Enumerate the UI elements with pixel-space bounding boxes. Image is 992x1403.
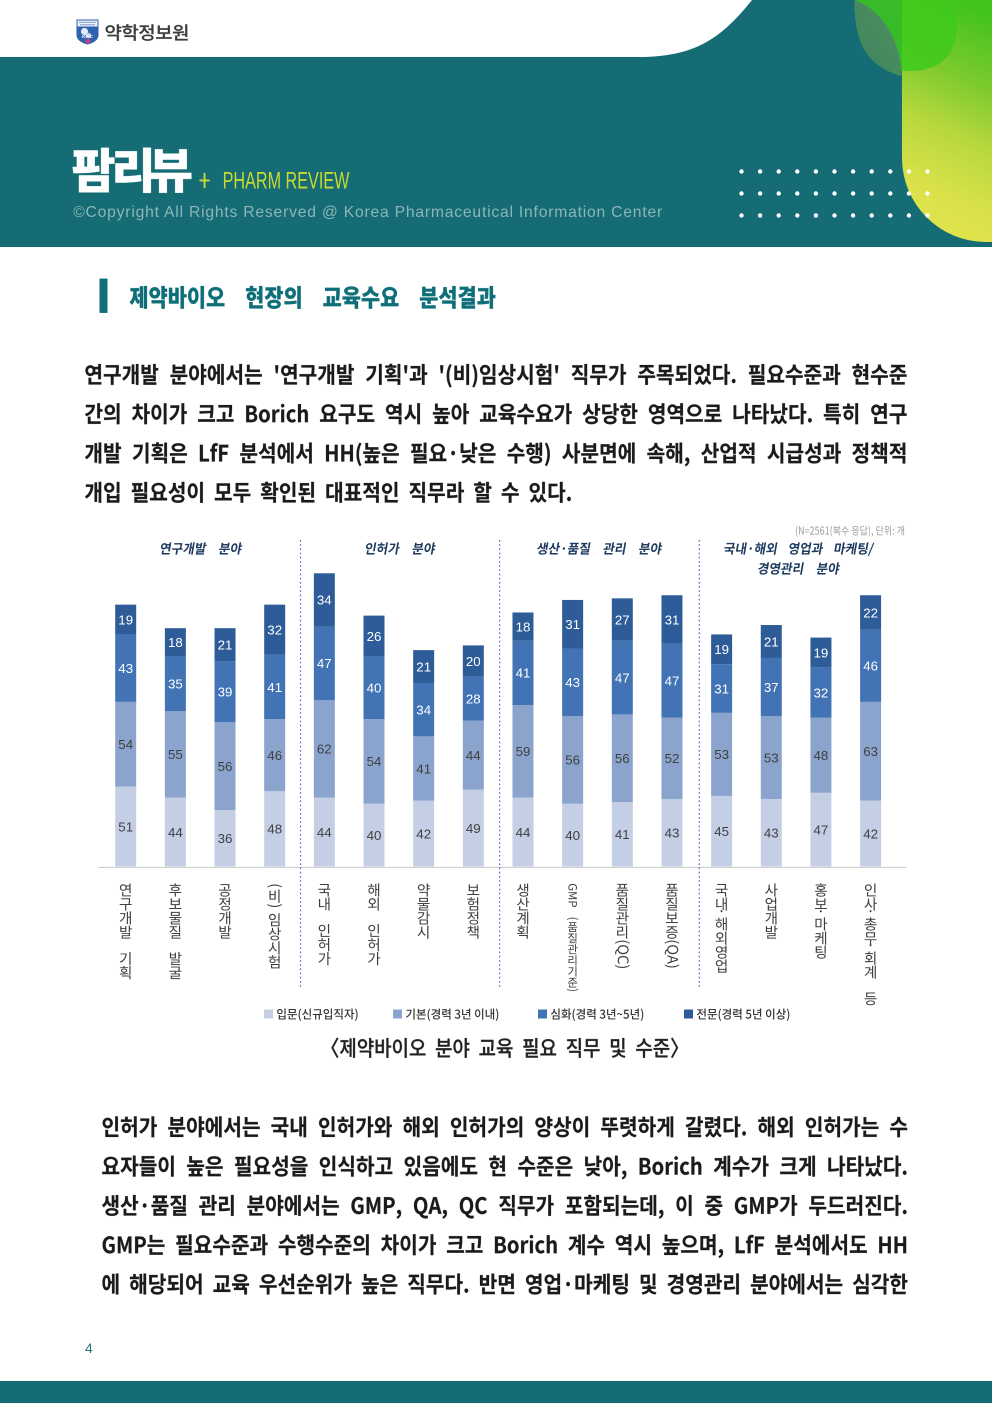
svg-text:41: 41 xyxy=(267,680,282,695)
svg-text:43: 43 xyxy=(665,826,680,841)
svg-text:27: 27 xyxy=(615,612,630,627)
svg-text:19: 19 xyxy=(814,645,829,660)
svg-text:PHARM REVIEW: PHARM REVIEW xyxy=(223,167,350,194)
svg-text:47: 47 xyxy=(615,670,630,685)
svg-text:19: 19 xyxy=(118,612,133,627)
svg-text:21: 21 xyxy=(764,634,779,649)
svg-text:42: 42 xyxy=(863,826,878,841)
svg-text:18: 18 xyxy=(168,635,183,650)
svg-text:18: 18 xyxy=(516,619,531,634)
svg-text:4: 4 xyxy=(85,1340,93,1356)
svg-text:37: 37 xyxy=(764,680,779,695)
svg-text:22: 22 xyxy=(863,605,878,620)
svg-text:34: 34 xyxy=(416,703,431,718)
svg-text:46: 46 xyxy=(863,659,878,674)
svg-text:45: 45 xyxy=(714,824,729,839)
svg-text:59: 59 xyxy=(516,744,531,759)
svg-text:©Copyright All Rights Reserved: ©Copyright All Rights Reserved @ Korea P… xyxy=(73,204,662,221)
svg-text:44: 44 xyxy=(466,748,481,763)
svg-text:40: 40 xyxy=(367,828,382,843)
svg-text:63: 63 xyxy=(863,744,878,759)
svg-text:47: 47 xyxy=(814,823,829,838)
svg-text:41: 41 xyxy=(516,666,531,681)
svg-text:47: 47 xyxy=(665,674,680,689)
svg-text:54: 54 xyxy=(118,737,133,752)
svg-text:48: 48 xyxy=(814,748,829,763)
svg-text:51: 51 xyxy=(118,819,133,834)
svg-text:43: 43 xyxy=(118,661,133,676)
svg-text:44: 44 xyxy=(317,825,332,840)
svg-text:46: 46 xyxy=(267,748,282,763)
svg-text:31: 31 xyxy=(665,612,680,627)
svg-text:21: 21 xyxy=(218,637,233,652)
svg-text:40: 40 xyxy=(367,681,382,696)
svg-text:35: 35 xyxy=(168,677,183,692)
svg-text:41: 41 xyxy=(416,761,431,776)
svg-text:39: 39 xyxy=(218,685,233,700)
svg-text:31: 31 xyxy=(714,681,729,696)
svg-text:36: 36 xyxy=(218,831,233,846)
svg-text:20: 20 xyxy=(466,654,481,669)
svg-text:49: 49 xyxy=(466,821,481,836)
svg-text:21: 21 xyxy=(416,659,431,674)
svg-text:54: 54 xyxy=(367,754,382,769)
svg-text:53: 53 xyxy=(764,750,779,765)
svg-text:43: 43 xyxy=(764,826,779,841)
svg-text:62: 62 xyxy=(317,742,332,757)
svg-text:56: 56 xyxy=(218,759,233,774)
svg-text:28: 28 xyxy=(466,692,481,707)
svg-text:48: 48 xyxy=(267,822,282,837)
svg-text:41: 41 xyxy=(615,827,630,842)
svg-text:KPIC: KPIC xyxy=(82,34,94,39)
svg-text:31: 31 xyxy=(565,617,580,632)
svg-text:42: 42 xyxy=(416,826,431,841)
svg-text:40: 40 xyxy=(565,828,580,843)
svg-text:26: 26 xyxy=(367,629,382,644)
svg-text:44: 44 xyxy=(168,825,183,840)
svg-text:56: 56 xyxy=(615,751,630,766)
svg-text:52: 52 xyxy=(665,751,680,766)
svg-text:34: 34 xyxy=(317,593,332,608)
svg-text:43: 43 xyxy=(565,675,580,690)
svg-text:56: 56 xyxy=(565,753,580,768)
svg-text:55: 55 xyxy=(168,747,183,762)
svg-text:47: 47 xyxy=(317,656,332,671)
svg-text:32: 32 xyxy=(267,623,282,638)
svg-text:19: 19 xyxy=(714,642,729,657)
svg-text:44: 44 xyxy=(516,825,531,840)
svg-text:32: 32 xyxy=(814,685,829,700)
svg-text:53: 53 xyxy=(714,747,729,762)
